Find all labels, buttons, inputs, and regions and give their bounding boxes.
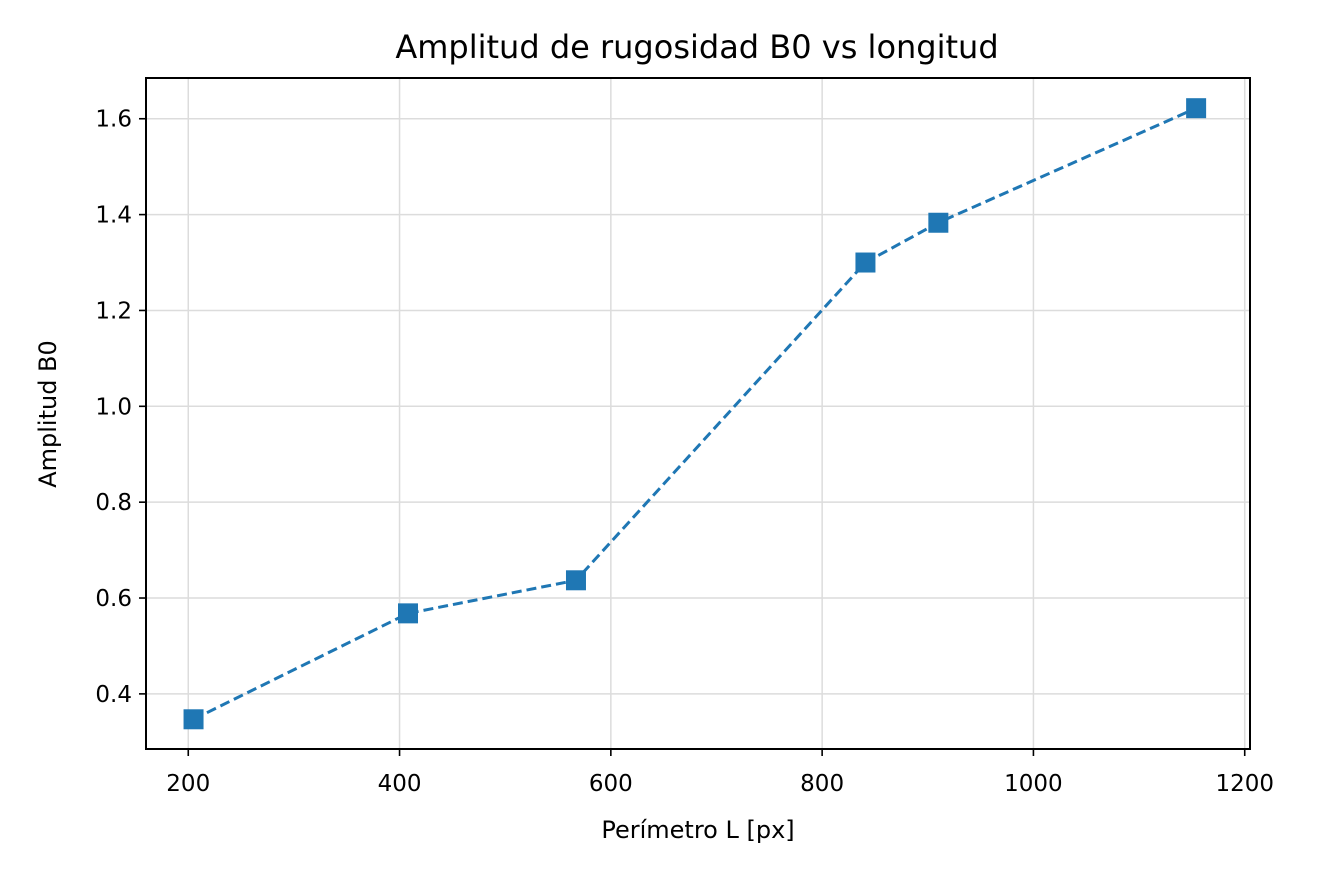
y-tick-label: 1.0 — [95, 394, 132, 420]
data-point — [183, 709, 204, 730]
y-tick-label: 0.4 — [95, 682, 132, 708]
x-tick-label: 800 — [800, 771, 844, 797]
y-tick-label: 1.4 — [95, 203, 132, 229]
data-point — [1186, 98, 1207, 119]
x-axis: 200 400 600 800 1000 1200 — [166, 749, 1274, 797]
y-axis-label: Amplitud B0 — [34, 340, 62, 488]
data-point — [398, 603, 419, 624]
x-axis-label: Perímetro L [px] — [601, 816, 794, 844]
grid — [146, 78, 1250, 749]
chart-title: Amplitud de rugosidad B0 vs longitud — [395, 28, 998, 66]
x-tick-label: 600 — [589, 771, 633, 797]
series-layer — [183, 98, 1207, 730]
x-tick-label: 400 — [378, 771, 422, 797]
data-point — [928, 212, 949, 233]
x-tick-label: 1000 — [1004, 771, 1063, 797]
series-line — [192, 106, 1197, 721]
y-tick-label: 0.6 — [95, 586, 132, 612]
data-point — [565, 570, 586, 591]
y-axis: 0.4 0.6 0.8 1.0 1.2 1.4 1.6 — [95, 107, 146, 708]
data-point — [855, 252, 876, 273]
x-tick-label: 200 — [166, 771, 210, 797]
plot-frame — [145, 77, 1251, 750]
y-tick-label: 1.2 — [95, 298, 132, 324]
y-tick-label: 0.8 — [95, 490, 132, 516]
x-tick-label: 1200 — [1215, 771, 1274, 797]
y-tick-label: 1.6 — [95, 107, 132, 133]
